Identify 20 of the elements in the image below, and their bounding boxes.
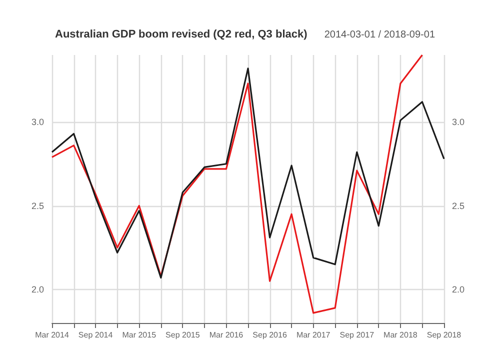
- chart-title: Australian GDP boom revised (Q2 red, Q3 black): [55, 28, 308, 40]
- y2-tick-label: 2.0: [452, 284, 465, 294]
- x-tick-label: Sep 2016: [252, 330, 288, 340]
- y2-tick-label: 2.5: [452, 200, 465, 211]
- x-tick-label: Mar 2016: [209, 330, 244, 340]
- x-tick-label: Sep 2018: [426, 330, 462, 340]
- x-tick-label: Mar 2018: [384, 330, 418, 340]
- y-tick-label: 2.0: [31, 284, 44, 294]
- x-tick-label: Mar 2015: [122, 330, 157, 340]
- line-series: [51, 54, 424, 314]
- x-tick-label: Sep 2017: [340, 330, 375, 340]
- x-tick-label: Mar 2014: [35, 330, 70, 340]
- y-tick-label: 3.0: [31, 117, 44, 127]
- chart-subtitle: 2014-03-01 / 2018-09-01: [324, 30, 436, 40]
- x-tick-label: Mar 2017: [296, 330, 331, 340]
- line-series: [51, 68, 445, 279]
- x-tick-label: Sep 2015: [166, 330, 200, 340]
- y2-tick-label: 3.0: [452, 117, 465, 127]
- y-tick-label: 2.5: [31, 200, 44, 211]
- x-tick-label: Sep 2014: [78, 330, 114, 340]
